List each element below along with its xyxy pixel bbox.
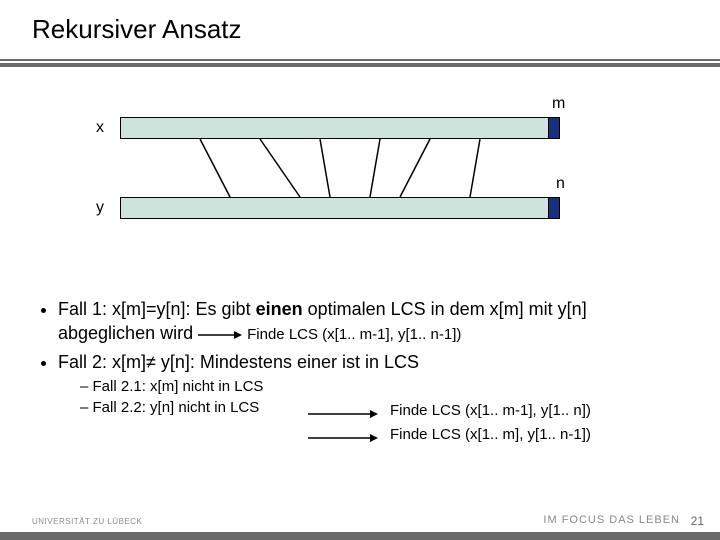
page-number: 21 <box>691 514 704 528</box>
divider-thin <box>0 59 720 61</box>
bullet-list: Fall 1: x[m]=y[n]: Es gibt einen optimal… <box>36 297 684 374</box>
case1-text-b: einen <box>256 299 303 319</box>
arrow-icon <box>308 408 378 420</box>
arrow-icon <box>308 432 378 444</box>
footer-bar <box>0 532 720 540</box>
slide-title: Rekursiver Ansatz <box>32 14 720 45</box>
case-1: Fall 1: x[m]=y[n]: Es gibt einen optimal… <box>58 297 684 346</box>
match-lines <box>0 87 720 257</box>
find-22: Finde LCS (x[1.. m], y[1.. n-1]) <box>390 426 591 443</box>
divider-thick <box>0 63 720 67</box>
case-2-1: Fall 2.1: x[m] nicht in LCS <box>80 378 720 395</box>
sequence-diagram: x y m n <box>0 87 720 257</box>
case1-text-a: Fall 1: x[m]=y[n]: Es gibt <box>58 299 256 319</box>
case-2: Fall 2: x[m]≠ y[n]: Mindestens einer ist… <box>58 350 684 374</box>
find-21: Finde LCS (x[1.. m-1], y[1.. n]) <box>390 402 591 419</box>
footer-logo-text: UNIVERSITÄT ZU LÜBECK <box>32 517 142 526</box>
arrow-icon <box>198 329 242 341</box>
find-1: Finde LCS (x[1.. m-1], y[1.. n-1]) <box>247 326 461 343</box>
footer-motto: IM FOCUS DAS LEBEN <box>543 514 680 526</box>
